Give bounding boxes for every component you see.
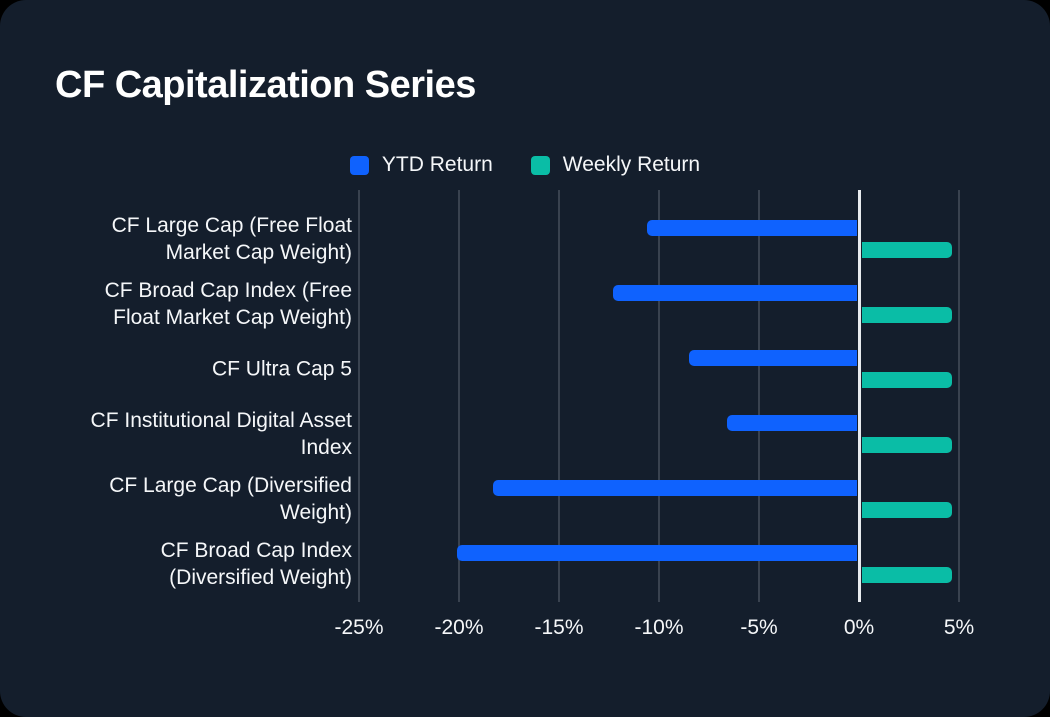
ytd-return-bar[interactable]	[493, 480, 857, 496]
category-label: CF Broad Cap Index (Free Float Market Ca…	[104, 279, 352, 329]
category-label: CF Ultra Cap 5	[211, 357, 352, 381]
weekly-return-bar[interactable]	[861, 567, 952, 583]
weekly-return-bar[interactable]	[861, 502, 952, 518]
weekly-return-bar[interactable]	[861, 307, 952, 323]
x-tick-label: 5%	[943, 616, 975, 639]
x-tick-label: -20%	[434, 616, 484, 639]
weekly-return-bar[interactable]	[861, 437, 952, 453]
gridline	[558, 190, 560, 602]
legend-label: Weekly Return	[562, 153, 701, 176]
gridline	[358, 190, 360, 602]
ytd-return-bar[interactable]	[647, 220, 857, 236]
legend-label: YTD Return	[381, 153, 493, 176]
weekly-return-bar[interactable]	[861, 242, 952, 258]
ytd-return-bar[interactable]	[727, 415, 857, 431]
gridline	[658, 190, 660, 602]
legend: YTD Return Weekly Return	[0, 153, 1050, 177]
weekly-legend-swatch-icon	[530, 155, 550, 175]
x-tick-label: 0%	[843, 616, 875, 639]
category-label: CF Broad Cap Index (Diversified Weight)	[160, 539, 352, 589]
gridline	[758, 190, 760, 602]
gridline	[458, 190, 460, 602]
legend-item-weekly[interactable]: Weekly Return	[530, 153, 701, 177]
ytd-return-bar[interactable]	[689, 350, 857, 366]
ytd-return-bar[interactable]	[457, 545, 857, 561]
x-tick-label: -25%	[334, 616, 384, 639]
gridline	[958, 190, 960, 602]
zero-gridline	[857, 190, 861, 602]
category-label: CF Institutional Digital Asset Index	[90, 409, 352, 459]
x-tick-label: -5%	[740, 616, 778, 639]
legend-item-ytd[interactable]: YTD Return	[349, 153, 493, 177]
x-tick-label: -10%	[634, 616, 684, 639]
x-tick-label: -15%	[534, 616, 584, 639]
category-label: CF Large Cap (Free Float Market Cap Weig…	[111, 214, 352, 264]
chart-title: CF Capitalization Series	[55, 64, 476, 106]
category-label: CF Large Cap (Diversified Weight)	[109, 474, 352, 524]
weekly-return-bar[interactable]	[861, 372, 952, 388]
ytd-return-bar[interactable]	[613, 285, 857, 301]
ytd-legend-swatch-icon	[349, 155, 369, 175]
